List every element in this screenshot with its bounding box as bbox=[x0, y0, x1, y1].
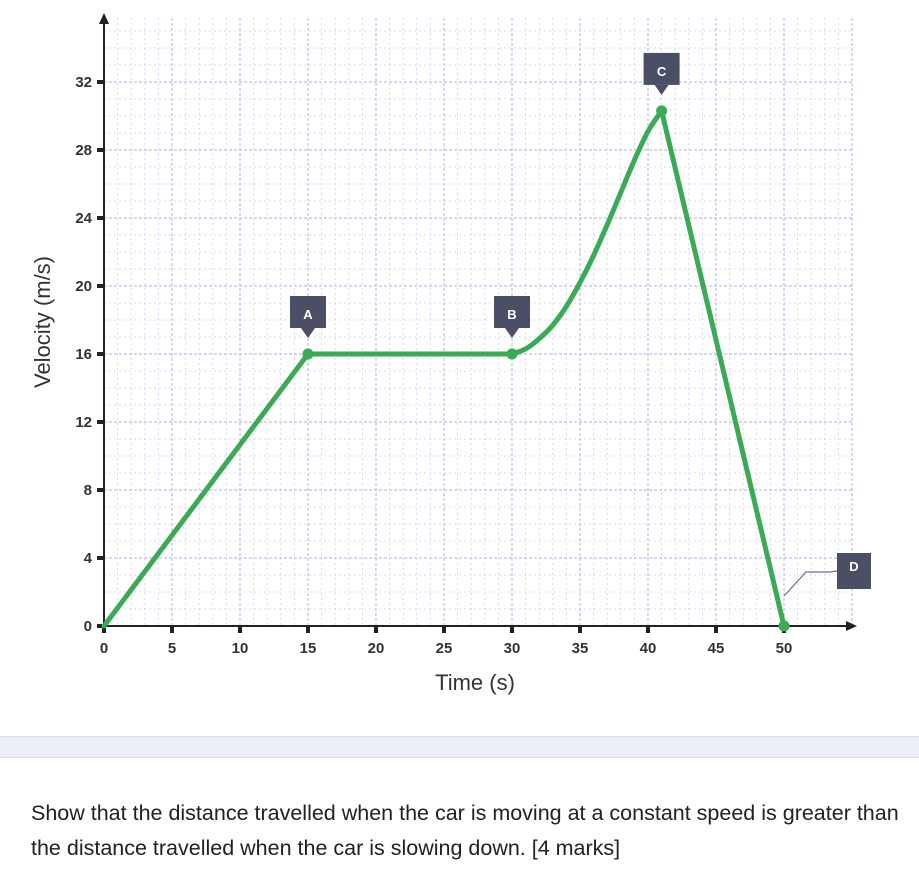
y-tick-mark bbox=[97, 352, 103, 356]
axes bbox=[99, 13, 857, 631]
callout-a-box bbox=[290, 296, 326, 328]
point-c-marker bbox=[656, 105, 668, 117]
grid bbox=[104, 18, 853, 626]
x-tick-label: 50 bbox=[776, 640, 793, 657]
x-tick-mark bbox=[374, 627, 378, 633]
x-tick-label: 35 bbox=[572, 640, 589, 657]
x-tick-mark bbox=[102, 627, 106, 633]
callout-c-pointer bbox=[654, 84, 669, 95]
x-tick-mark bbox=[578, 627, 582, 633]
y-tick-mark bbox=[97, 556, 103, 560]
x-tick-label: 25 bbox=[436, 640, 453, 657]
callout-b-pointer bbox=[505, 328, 519, 338]
velocity-series-line bbox=[101, 108, 787, 629]
x-tick-label: 40 bbox=[640, 640, 657, 657]
x-tick-label: 20 bbox=[368, 640, 385, 657]
point-d-marker bbox=[778, 620, 790, 632]
question-text: Show that the distance travelled when th… bbox=[31, 801, 899, 860]
x-axis-label: Time (s) bbox=[435, 670, 515, 695]
question-card: Show that the distance travelled when th… bbox=[0, 758, 919, 874]
series bbox=[101, 105, 790, 632]
y-tick-mark bbox=[97, 420, 103, 424]
point-b-marker bbox=[506, 348, 518, 360]
y-axis-arrow bbox=[99, 13, 109, 24]
y-tick-label: 12 bbox=[75, 414, 92, 431]
y-tick-mark bbox=[97, 216, 103, 220]
x-tick-mark bbox=[238, 627, 242, 633]
callout-c-box bbox=[643, 52, 680, 85]
callout-a-label: A bbox=[303, 307, 313, 322]
x-tick-mark bbox=[510, 627, 514, 633]
x-tick-label: 45 bbox=[708, 640, 725, 657]
x-tick-mark bbox=[170, 627, 174, 633]
x-tick-mark bbox=[306, 627, 310, 633]
y-tick-label: 4 bbox=[84, 550, 93, 567]
y-tick-mark bbox=[97, 488, 103, 492]
y-tick-label: 20 bbox=[75, 278, 92, 295]
callout-b-box bbox=[494, 296, 530, 328]
x-tick-label: 0 bbox=[100, 640, 108, 657]
y-tick-label: 24 bbox=[75, 210, 92, 227]
callout-c-label: C bbox=[657, 64, 667, 79]
callout-d-box bbox=[837, 553, 871, 589]
chart-panel: 0 4 8 12 16 20 24 28 32 0 5 10 15 20 25 30 35 40 45 50 A B C D… bbox=[30, 13, 871, 695]
callout-b-label: B bbox=[507, 307, 516, 322]
x-tick-mark bbox=[442, 627, 446, 633]
point-a-marker bbox=[302, 348, 314, 360]
x-tick-mark bbox=[714, 627, 718, 633]
callout-d-leader bbox=[783, 570, 838, 597]
y-tick-mark bbox=[97, 284, 103, 288]
y-tick-label: 28 bbox=[75, 142, 92, 159]
x-tick-label: 15 bbox=[300, 640, 317, 657]
y-tick-mark bbox=[97, 80, 103, 84]
y-tick-mark bbox=[97, 624, 103, 628]
x-axis-arrow bbox=[846, 621, 857, 631]
y-tick-label: 32 bbox=[75, 74, 92, 91]
x-tick-label: 30 bbox=[504, 640, 521, 657]
y-tick-label: 16 bbox=[75, 346, 92, 363]
y-tick-label: 0 bbox=[84, 618, 92, 635]
y-tick-label: 8 bbox=[84, 482, 92, 499]
callout-a-pointer bbox=[301, 328, 315, 338]
callouts: A B C D bbox=[290, 52, 871, 597]
x-tick-label: 10 bbox=[232, 640, 249, 657]
velocity-time-chart: 0 4 8 12 16 20 24 28 32 0 5 10 15 20 25 30 35 40 45 50 A B C D… bbox=[30, 13, 871, 695]
ticks: 0 4 8 12 16 20 24 28 32 0 5 10 15 20 25 30 35 40 45 50 bbox=[75, 74, 792, 657]
x-tick-label: 5 bbox=[168, 640, 176, 657]
y-tick-mark bbox=[97, 148, 103, 152]
y-axis-label: Velocity (m/s) bbox=[30, 256, 55, 388]
x-tick-mark bbox=[646, 627, 650, 633]
callout-d-label: D bbox=[849, 559, 858, 574]
section-separator bbox=[0, 736, 919, 758]
